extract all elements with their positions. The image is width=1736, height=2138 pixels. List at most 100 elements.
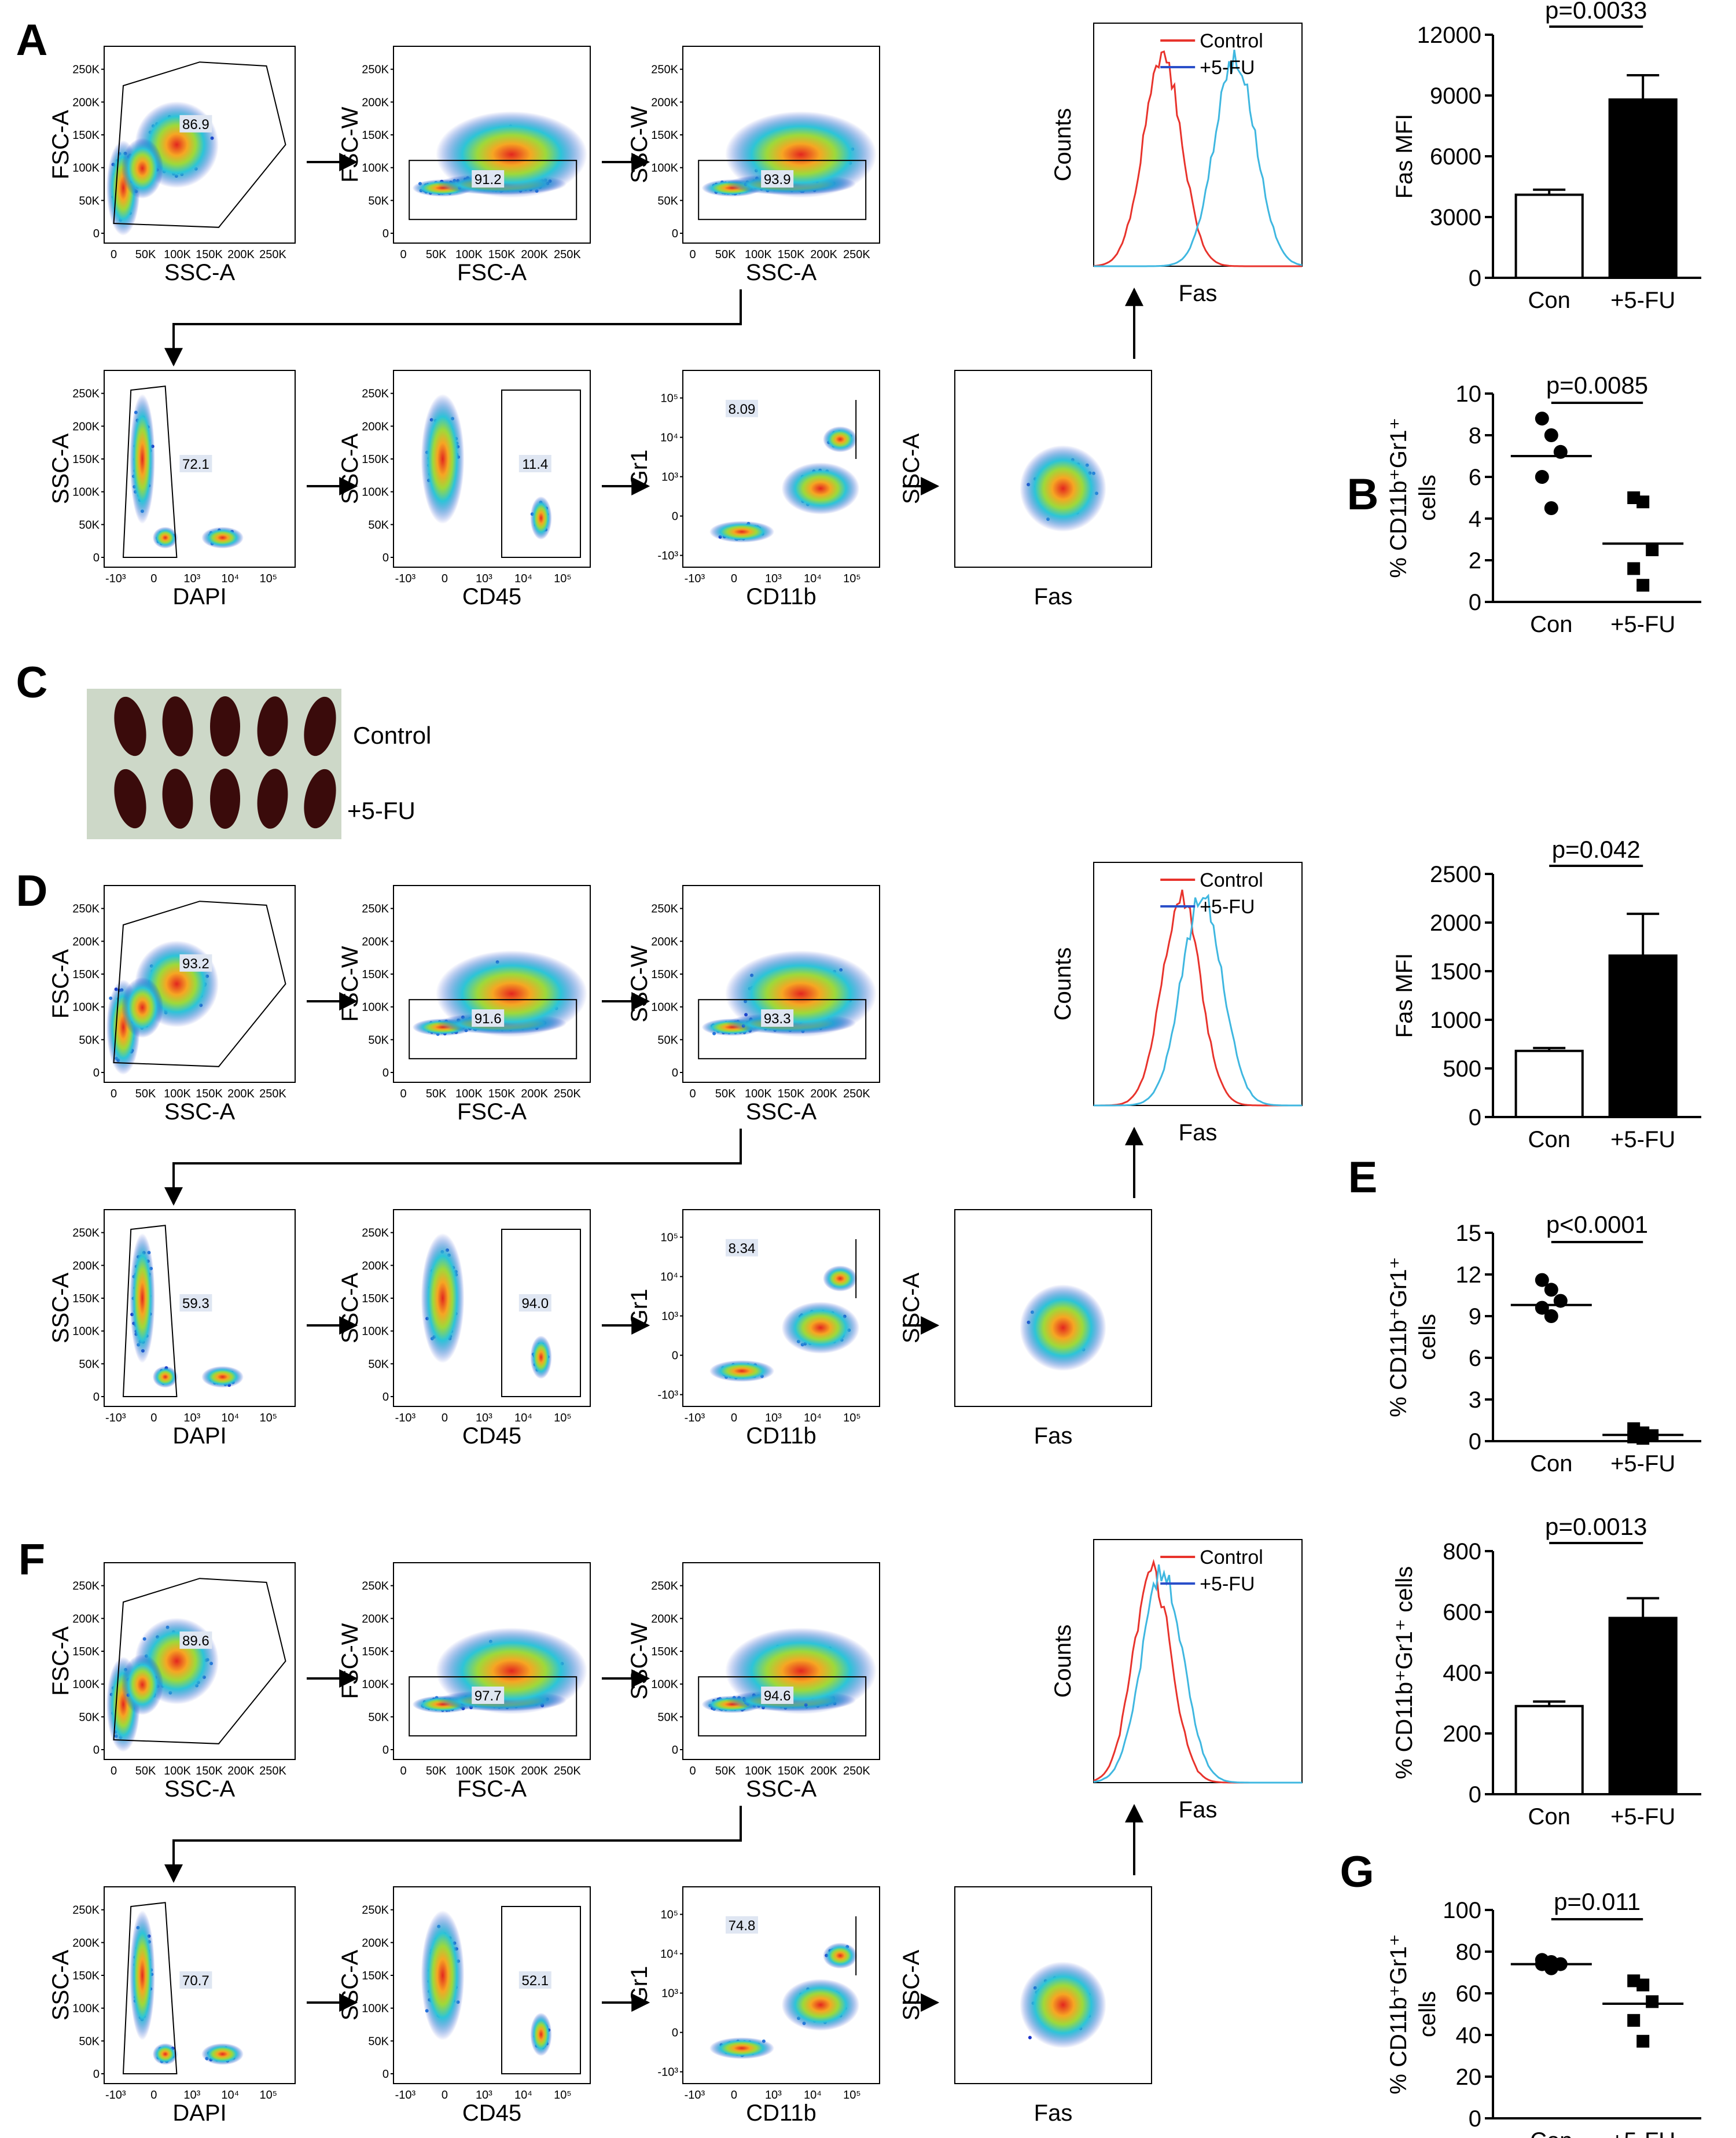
x-tick-label: -10³ <box>105 572 126 585</box>
x-tick-label: 50K <box>135 248 156 261</box>
y-axis-label: Gr1 <box>627 450 652 488</box>
x-axis-label: DAPI <box>172 584 226 609</box>
x-tick-label: 10⁵ <box>554 572 572 585</box>
x-tick-label: 200K <box>810 248 837 261</box>
x-tick-label: 10⁴ <box>804 572 822 585</box>
gate-value: 91.2 <box>475 172 502 188</box>
gate-value-bg <box>179 115 212 133</box>
y-tick-label: 0 <box>672 510 678 523</box>
y-tick-label: 150K <box>362 453 389 466</box>
legend-treated-label: +5-FU <box>1200 57 1255 79</box>
y-tick-label: 100K <box>651 162 678 175</box>
x-tick-label: 200K <box>521 248 548 261</box>
panel-label-D: D <box>16 866 48 916</box>
x-tick-label: 10³ <box>183 572 200 585</box>
x-tick-label: -10³ <box>395 572 416 585</box>
data-point-treated <box>1646 543 1659 556</box>
density-core <box>130 394 155 524</box>
x-tick-label: 0 <box>111 1088 117 1100</box>
x-tick-label: 0 <box>111 248 117 261</box>
data-point-control <box>1535 412 1549 426</box>
y-tick-label: -10³ <box>657 550 678 563</box>
y-axis-label: FSC-W <box>337 106 363 182</box>
x-tick-label: 50K <box>135 1088 156 1100</box>
y-tick-label: 50K <box>79 194 100 207</box>
flow-arrow-wrap <box>164 289 742 367</box>
x-tick-label: 50K <box>715 248 736 261</box>
x-axis-label: CD11b <box>746 584 816 609</box>
y-tick-label: 100K <box>72 486 100 499</box>
x-axis-label: SSC-A <box>746 260 817 285</box>
x-tick-label: 0 <box>150 572 157 585</box>
y-axis-label: FSC-A <box>48 949 73 1019</box>
density-core <box>436 111 587 198</box>
density-core <box>709 521 775 543</box>
x-axis-label: CD45 <box>462 584 521 609</box>
gate-value: 93.2 <box>182 956 209 972</box>
x-tick-label: 250K <box>554 248 581 261</box>
y-tick-label: 100K <box>72 162 100 175</box>
y-tick-label: 200K <box>362 96 389 109</box>
panel-label-E: E <box>1348 1153 1378 1202</box>
data-point-control <box>1544 501 1558 515</box>
x-tick-label: 0 <box>689 248 696 261</box>
y-tick-label: 6 <box>1469 465 1481 490</box>
y-tick-label: 10 <box>1456 381 1482 407</box>
density-core <box>201 527 244 549</box>
gate-polygon <box>113 61 286 228</box>
x-tick-label: 100K <box>455 248 483 261</box>
y-tick-label: 6000 <box>1430 144 1481 170</box>
x-axis-label: FSC-A <box>457 260 527 285</box>
y-axis-label: SSC-W <box>627 106 652 183</box>
y-tick-label: 100K <box>72 1001 100 1014</box>
y-tick-label: 10⁵ <box>660 392 678 405</box>
x-tick-label: 200K <box>227 1088 255 1100</box>
data-point-treated <box>1636 579 1650 592</box>
bar-treated <box>1608 98 1678 279</box>
x-tick-label: 0 <box>731 572 737 585</box>
x-axis-label: SSC-A <box>164 260 236 285</box>
x-tick-label: 150K <box>488 248 516 261</box>
y-axis-label: Counts <box>1050 108 1076 182</box>
y-tick-label: 250K <box>72 903 100 916</box>
y-tick-label: 12000 <box>1417 23 1481 48</box>
y-tick-label: 4 <box>1469 506 1481 532</box>
y-tick-label: 200K <box>72 420 100 433</box>
y-tick-label: 50K <box>79 1034 100 1046</box>
density-core <box>121 977 164 1038</box>
panel-label-A: A <box>16 16 48 65</box>
y-tick-label: 10⁴ <box>660 432 678 445</box>
y-tick-label: 2 <box>1469 548 1481 574</box>
x-tick-label: 10⁵ <box>843 572 861 585</box>
data-point-treated <box>1627 562 1641 575</box>
y-tick-label: 250K <box>362 388 389 401</box>
x-tick-label: 10³ <box>476 572 492 585</box>
density-core <box>152 527 178 549</box>
x-category-label: +5-FU <box>1610 288 1675 313</box>
density-core <box>823 426 858 453</box>
p-value-label: p=0.0085 <box>1546 372 1648 399</box>
y-tick-label: 100K <box>362 486 389 499</box>
x-axis-label: SSC-A <box>164 1099 236 1125</box>
y-tick-label: 200K <box>72 96 100 109</box>
panel-label-C: C <box>16 658 48 707</box>
density-core <box>1020 445 1106 532</box>
x-tick-label: 100K <box>164 248 191 261</box>
density-core <box>725 111 877 198</box>
panel-label-G: G <box>1340 1847 1374 1897</box>
y-tick-label: 9000 <box>1430 83 1481 109</box>
density-core <box>781 462 860 515</box>
x-tick-label: 250K <box>259 248 286 261</box>
x-tick-label: 150K <box>196 1088 223 1100</box>
p-value-label: p=0.0033 <box>1545 0 1647 24</box>
x-tick-label: 100K <box>745 248 772 261</box>
y-tick-label: 150K <box>362 129 389 142</box>
